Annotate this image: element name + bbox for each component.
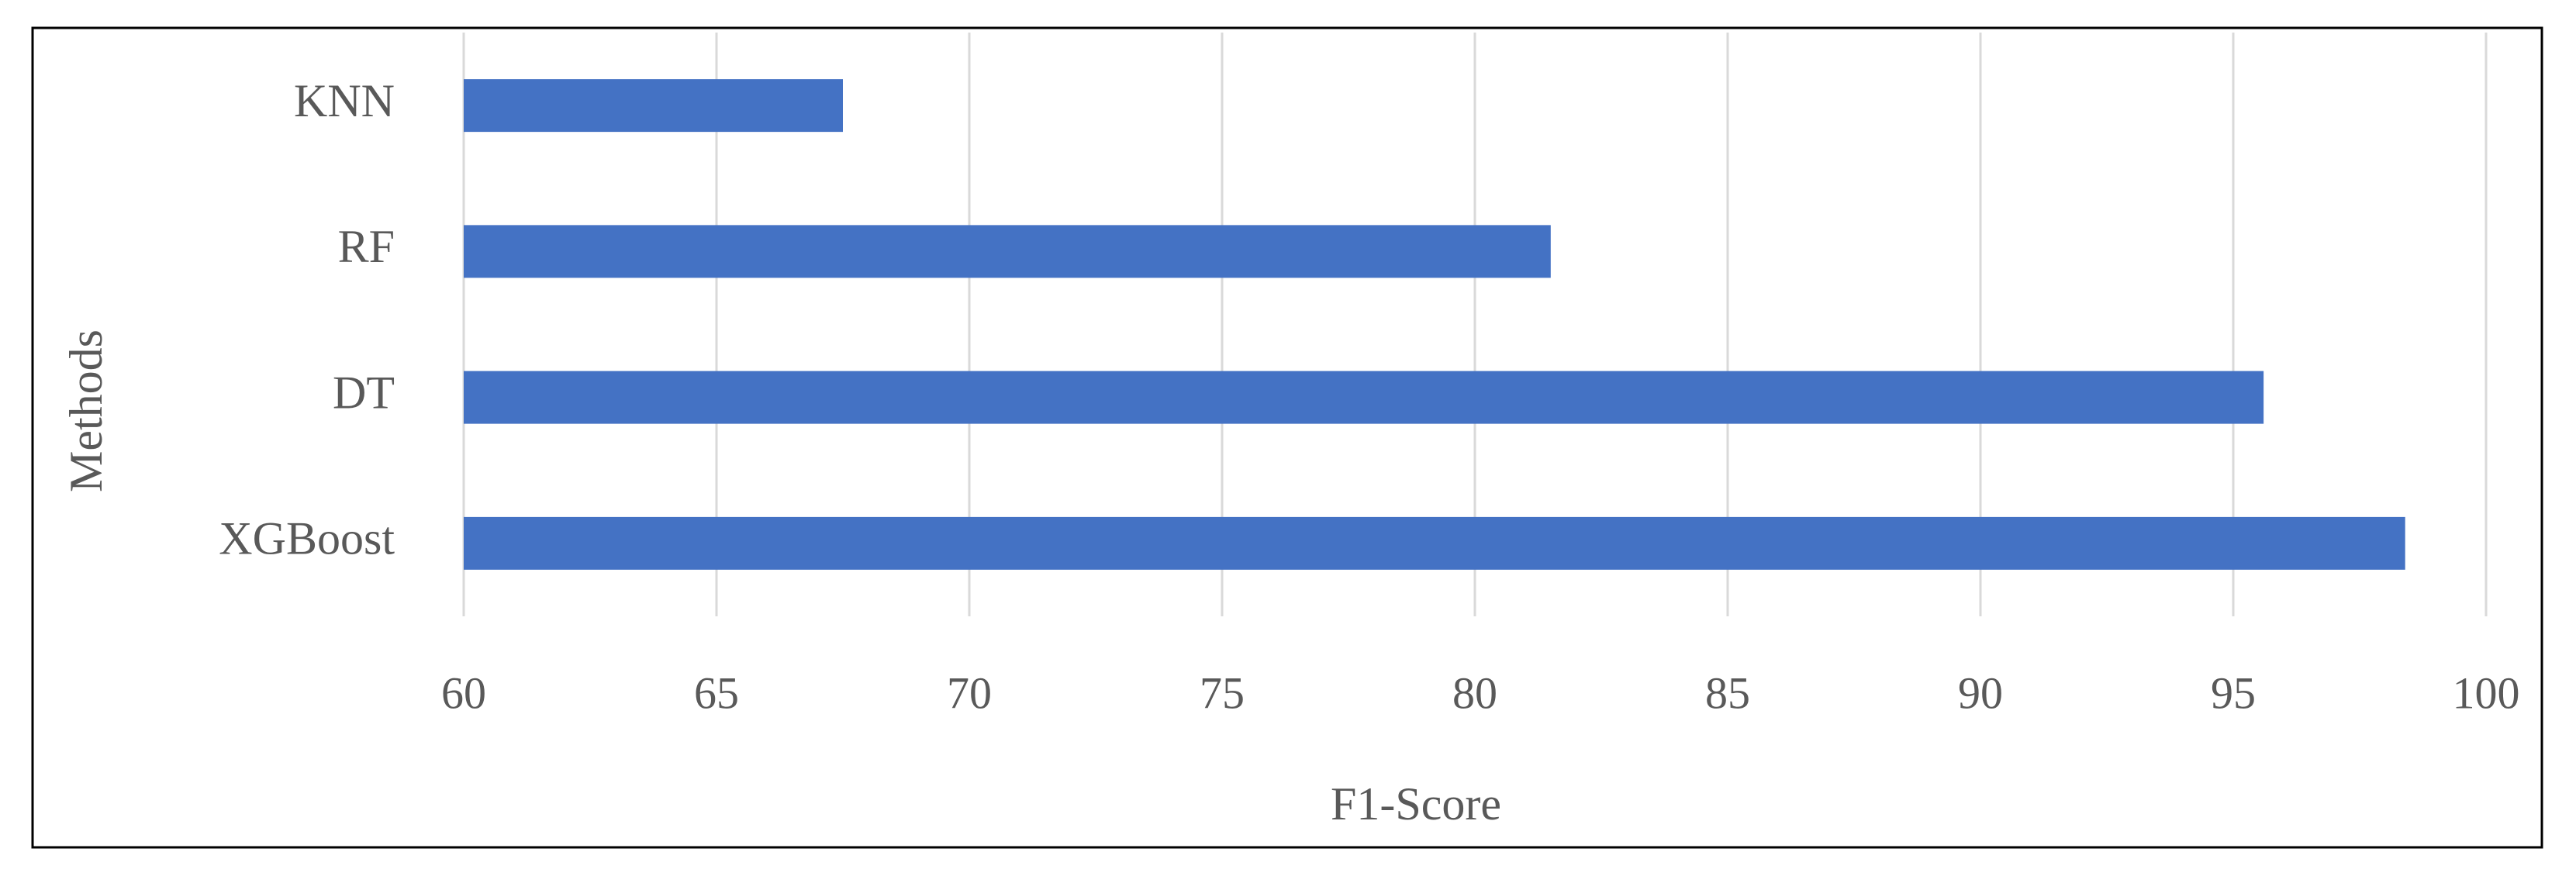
chart-border bbox=[31, 26, 2543, 849]
x-tick-label: 90 bbox=[1958, 667, 2003, 718]
x-tick-label: 65 bbox=[694, 667, 739, 718]
x-axis-title: F1-Score bbox=[1331, 778, 1501, 830]
bar bbox=[464, 371, 2264, 424]
x-tick-label: 85 bbox=[1705, 667, 1750, 718]
x-tick-label: 80 bbox=[1452, 667, 1497, 718]
y-tick-label: DT bbox=[333, 367, 395, 418]
y-tick-label: XGBoost bbox=[219, 513, 395, 564]
y-tick-label: KNN bbox=[294, 75, 395, 126]
y-tick-label: RF bbox=[338, 221, 395, 272]
x-tick-label: 100 bbox=[2453, 667, 2520, 718]
bar bbox=[464, 516, 2405, 570]
x-tick-label: 60 bbox=[441, 667, 486, 718]
bar bbox=[464, 79, 843, 133]
bar bbox=[464, 225, 1551, 278]
x-tick-label: 70 bbox=[947, 667, 992, 718]
x-tick-label: 95 bbox=[2211, 667, 2256, 718]
x-tick-label: 75 bbox=[1200, 667, 1245, 718]
y-axis-title: Methods bbox=[60, 329, 112, 492]
